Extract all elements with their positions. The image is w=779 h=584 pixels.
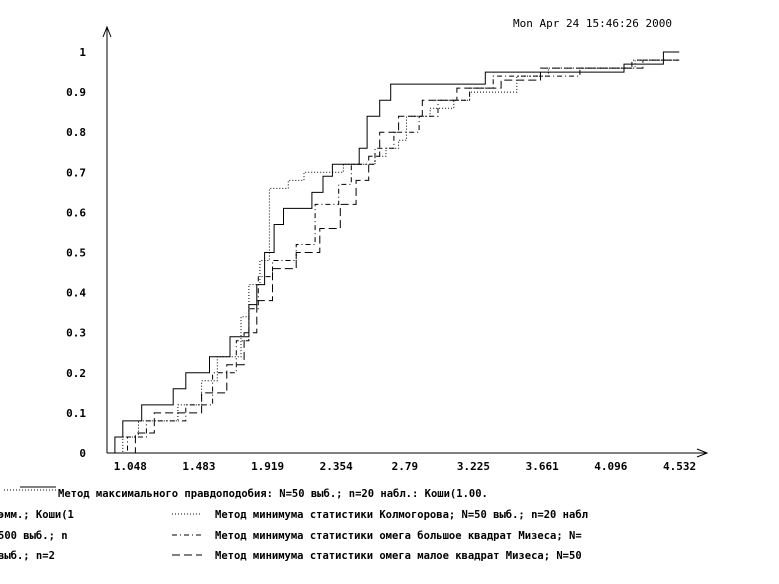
y-tick-label: 0.6: [66, 206, 86, 219]
y-tick-label: 0.2: [66, 367, 86, 380]
x-tick-label: 1.919: [251, 460, 284, 473]
legend: Метод максимального правдоподобия: N=50 …: [0, 486, 588, 562]
legend-label-dotted: Метод минимума статистики Колмогорова; N…: [215, 509, 588, 521]
x-tick-label: 1.048: [114, 460, 147, 473]
legend-label-dashed: Метод минимума статистики омега малое кв…: [215, 550, 582, 562]
legend-label-dash-dot: Метод минимума статистики омега большое …: [215, 530, 582, 542]
x-tick-label: 3.661: [526, 460, 559, 473]
y-tick-label: 0.9: [66, 86, 86, 99]
y-tick-label: 1: [79, 46, 86, 59]
y-axis-arrow: [102, 25, 112, 38]
y-tick-label: 0.7: [66, 166, 86, 179]
x-tick-label: 1.483: [182, 460, 215, 473]
y-tick-labels: 0 0.1 0.2 0.3 0.4 0.5 0.6 0.7 0.8 0.9 1: [66, 46, 86, 460]
series-line-solid: [111, 51, 680, 454]
timestamp: Mon Apr 24 15:46:26 2000: [513, 17, 672, 30]
y-tick-label: 0: [79, 447, 86, 460]
x-tick-label: 2.354: [320, 460, 353, 473]
legend-entry-solid: Метод максимального правдоподобия: N=50 …: [4, 486, 488, 500]
y-tick-label: 0.4: [66, 287, 86, 300]
x-tick-label: 4.532: [663, 460, 696, 473]
legend-entry-dash-dot: Метод минимума статистики омега большое …: [172, 530, 582, 542]
series-line-dashed: [121, 59, 680, 454]
x-tick-labels: 1.048 1.483 1.919 2.354 2.79 3.225 3.661 4.096 4…: [114, 460, 696, 473]
legend-label-truncated-1: эмм.; Коши(1: [0, 509, 74, 521]
series-line-dotted: [114, 59, 680, 454]
legend-entry-dotted: Метод минимума статистики Колмогорова; N…: [172, 509, 588, 521]
x-tick-label: 4.096: [594, 460, 627, 473]
x-tick-label: 2.79: [392, 460, 419, 473]
x-tick-label: 3.225: [457, 460, 490, 473]
y-tick-label: 0.5: [66, 247, 86, 260]
series-layer: [111, 51, 680, 454]
legend-label-truncated-2: 500 выб.; n: [0, 530, 68, 542]
y-tick-label: 0.1: [66, 407, 86, 420]
series-line-dash-dot: [118, 59, 680, 454]
legend-label-truncated-3: выб.; n=2: [0, 550, 55, 562]
legend-entry-dashed: Метод минимума статистики омега малое кв…: [172, 550, 582, 562]
y-tick-label: 0.3: [66, 327, 86, 340]
axes: [102, 25, 709, 458]
y-tick-label: 0.8: [66, 126, 86, 139]
legend-label-solid: Метод максимального правдоподобия: N=50 …: [58, 488, 488, 500]
x-axis-arrow: [696, 448, 709, 458]
